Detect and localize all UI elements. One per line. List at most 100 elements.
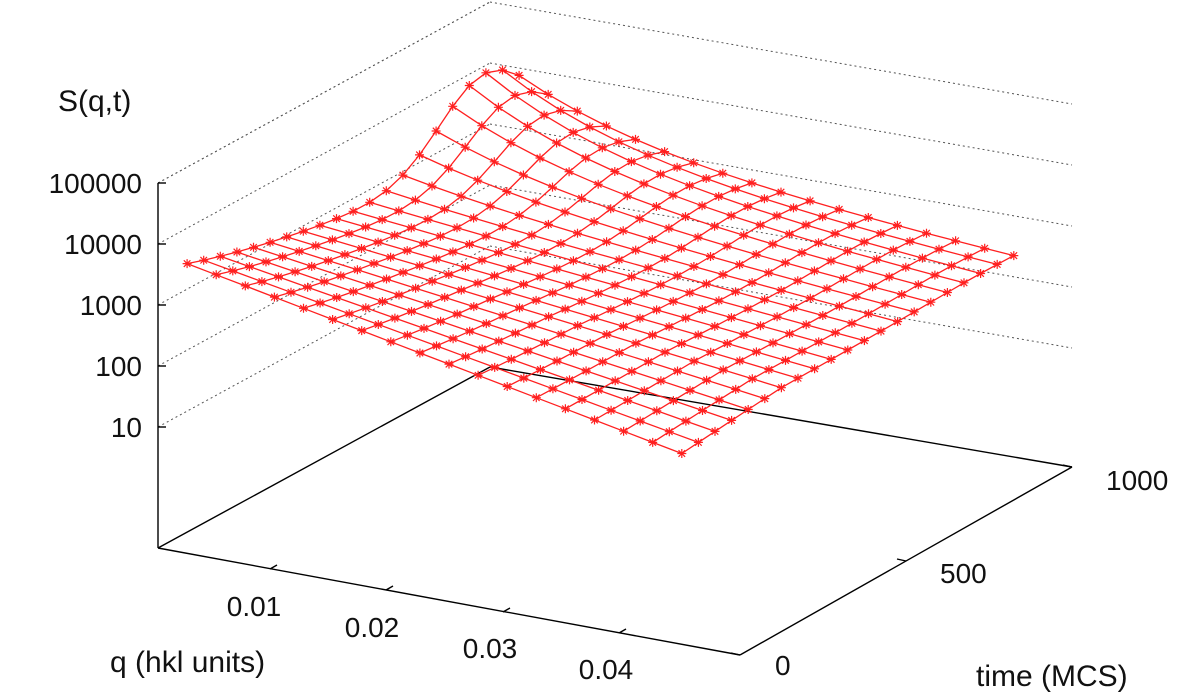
surface-data-point xyxy=(751,347,761,357)
surface-data-point xyxy=(959,278,969,288)
surface-data-point xyxy=(656,280,666,290)
surface-data-point xyxy=(573,321,583,331)
surface-t-line xyxy=(352,210,848,351)
surface-data-point xyxy=(618,226,628,236)
surface-data-point xyxy=(502,382,512,391)
time-tick xyxy=(896,558,907,562)
surface-data-point xyxy=(565,375,574,385)
surface-data-point xyxy=(843,246,853,256)
surface-data-point xyxy=(672,271,682,281)
surface-data-point xyxy=(718,168,728,178)
surface-data-point xyxy=(727,415,737,425)
surface-data-point xyxy=(299,303,308,313)
surface-data-point xyxy=(373,320,383,329)
surface-data-point xyxy=(619,426,629,436)
surface-t-line xyxy=(269,241,765,400)
surface-data-point xyxy=(710,321,720,331)
surface-data-point xyxy=(764,268,774,278)
z-tick-label: 10000 xyxy=(64,229,142,260)
surface-data-point xyxy=(523,121,532,131)
surface-data-point xyxy=(435,231,445,241)
surface-data-point xyxy=(489,157,499,167)
surface-data-point xyxy=(240,281,250,291)
surface-data-point xyxy=(652,406,662,416)
surface-data-point xyxy=(560,404,570,414)
surface-data-point xyxy=(614,137,624,147)
surface-data-point xyxy=(411,283,421,293)
surface-data-point xyxy=(369,259,379,268)
surface-data-point xyxy=(639,179,649,189)
surface-data-point xyxy=(452,223,462,233)
surface-data-point xyxy=(635,416,645,426)
surface-data-point xyxy=(851,292,861,301)
surface-data-point xyxy=(905,236,915,246)
surface-data-point xyxy=(598,357,608,367)
surface-t-line xyxy=(386,190,882,332)
surface-data-point xyxy=(540,338,549,348)
surface-data-point xyxy=(228,266,238,276)
surface-data-point xyxy=(556,105,566,115)
surface-data-point xyxy=(635,313,645,323)
surface-data-point xyxy=(585,122,595,132)
surface-data-point xyxy=(726,211,736,221)
surface-data-point xyxy=(627,366,637,376)
surface-data-point xyxy=(660,253,670,263)
surface-data-point xyxy=(199,255,209,265)
surface-data-point xyxy=(722,339,732,348)
surface-data-point xyxy=(523,256,533,266)
surface-data-point xyxy=(531,393,541,403)
surface-data-point xyxy=(697,305,707,314)
surface-data-point xyxy=(473,370,483,380)
surface-data-point xyxy=(947,261,956,271)
surface-data-point xyxy=(448,334,458,344)
surface-t-line xyxy=(402,174,898,323)
surface-data-point xyxy=(826,354,836,364)
surface-data-point xyxy=(698,406,707,415)
surface-data-point xyxy=(215,251,225,261)
surface-data-points xyxy=(182,65,1019,458)
surface-data-point xyxy=(913,280,923,290)
surface-data-point xyxy=(822,284,832,294)
surface-data-point xyxy=(556,329,566,339)
surface-data-point xyxy=(527,87,537,97)
surface-data-point xyxy=(901,262,911,272)
surface-data-point xyxy=(668,296,678,306)
surface-data-point xyxy=(290,267,300,277)
surface-data-point xyxy=(606,204,616,214)
surface-data-point xyxy=(465,326,475,336)
surface-data-point xyxy=(473,278,483,288)
surface-data-point xyxy=(315,220,325,230)
back-wall-grid-line xyxy=(157,62,491,245)
surface-data-point xyxy=(490,362,500,372)
surface-data-point xyxy=(643,357,653,367)
surface-data-point xyxy=(569,347,579,357)
surface-data-point xyxy=(731,384,741,394)
surface-data-point xyxy=(307,261,317,271)
surface-t-line xyxy=(220,255,716,433)
surface-data-point xyxy=(756,321,765,331)
surface-t-line xyxy=(286,236,782,389)
surface-t-line xyxy=(253,246,749,411)
surface-data-point xyxy=(677,339,687,349)
surface-data-point xyxy=(336,271,346,281)
surface-data-point xyxy=(506,138,516,148)
surface-data-point xyxy=(693,232,703,242)
time-tick-label: 1000 xyxy=(1106,465,1168,496)
surface-t-line xyxy=(502,69,998,266)
surface-data-point xyxy=(739,330,749,340)
surface-data-point xyxy=(884,272,894,282)
surface-data-point xyxy=(597,143,607,153)
surface-data-point xyxy=(564,280,574,290)
back-floor-edge xyxy=(489,366,1073,468)
surface-data-point xyxy=(830,229,840,239)
surface-data-point xyxy=(577,296,587,306)
surface-data-point xyxy=(622,191,632,201)
back-grid xyxy=(157,1,1073,428)
surface-data-point xyxy=(676,243,686,253)
q-tick-label: 0.04 xyxy=(579,654,634,685)
q-tick-labels: 0.01 0.02 0.03 0.04 xyxy=(227,591,634,685)
surface-data-point xyxy=(776,383,786,393)
surface-data-point xyxy=(648,330,657,340)
surface-data-point xyxy=(618,321,628,331)
time-axis-title: time (MCS) xyxy=(976,660,1128,692)
